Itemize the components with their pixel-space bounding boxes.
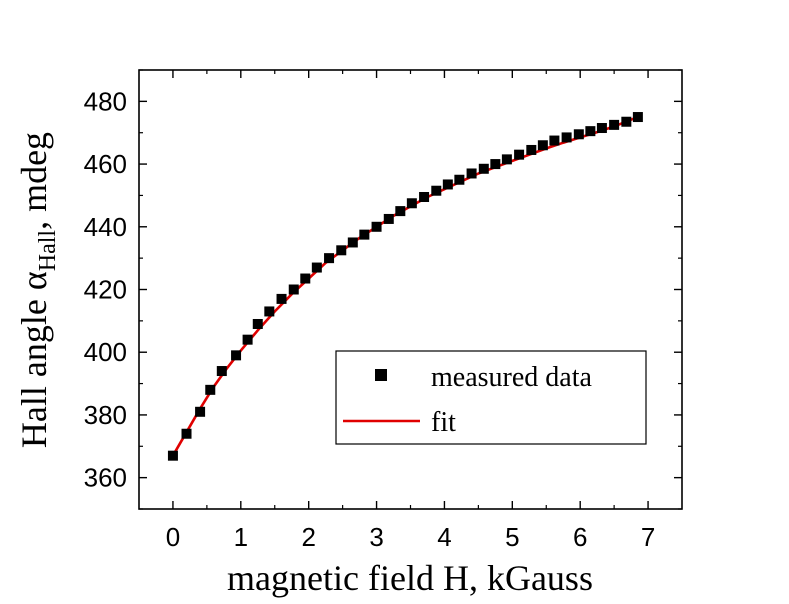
legend: measured data fit: [335, 350, 647, 445]
y-tick-label: 380: [84, 400, 127, 430]
data-point: [231, 350, 242, 361]
data-point: [252, 318, 263, 329]
data-point: [181, 428, 192, 439]
x-tick-label: 2: [301, 522, 315, 552]
data-point: [478, 163, 489, 174]
x-tick-label: 0: [166, 522, 180, 552]
data-point: [276, 293, 287, 304]
axis-ticks: [139, 69, 682, 510]
x-axis-title: magnetic field H, kGauss: [227, 558, 593, 598]
data-point: [501, 154, 512, 165]
y-tick-label: 440: [84, 212, 127, 242]
x-tick-label: 5: [505, 522, 519, 552]
data-point: [195, 406, 206, 417]
y-tick-label: 400: [84, 337, 127, 367]
x-tick-label: 4: [437, 522, 451, 552]
x-tick-label: 7: [641, 522, 655, 552]
data-point: [264, 306, 275, 317]
x-tick-label: 6: [573, 522, 587, 552]
y-tick-label: 480: [84, 86, 127, 116]
data-point: [205, 384, 216, 395]
data-point: [336, 245, 347, 256]
data-point: [596, 123, 607, 134]
data-points: [167, 112, 643, 461]
legend-marker-measured: [375, 369, 387, 381]
data-point: [621, 116, 632, 127]
data-point: [573, 129, 584, 140]
data-point: [431, 185, 442, 196]
legend-label-measured: measured data: [431, 362, 592, 393]
data-point: [324, 253, 335, 264]
y-axis-title-subscript: Hall: [35, 230, 61, 272]
data-point: [242, 334, 253, 345]
y-tick-label: 460: [84, 149, 127, 179]
y-axis-title-suffix: , mdeg: [14, 132, 54, 230]
data-point: [454, 174, 465, 185]
y-axis-title-prefix: Hall angle α: [14, 271, 54, 448]
data-point: [288, 284, 299, 295]
x-tick-label: 3: [369, 522, 383, 552]
data-point: [609, 119, 620, 130]
data-point: [466, 168, 477, 179]
data-point: [585, 126, 596, 137]
y-axis-title: Hall angle αHall, mdeg: [14, 132, 61, 448]
data-point: [526, 144, 537, 155]
data-point: [549, 135, 560, 146]
data-point: [311, 262, 322, 273]
data-point: [632, 112, 643, 123]
data-point: [371, 221, 382, 232]
data-point: [442, 179, 453, 190]
y-tick-label: 420: [84, 275, 127, 305]
data-point: [514, 149, 525, 160]
data-point: [347, 237, 358, 248]
data-point: [395, 206, 406, 217]
data-point: [561, 132, 572, 143]
data-point: [537, 140, 548, 151]
data-point: [359, 229, 370, 240]
legend-label-fit: fit: [431, 407, 456, 438]
data-point: [490, 159, 501, 170]
data-point: [419, 191, 430, 202]
data-point: [300, 273, 311, 284]
data-point: [406, 198, 417, 209]
data-point: [216, 366, 227, 377]
legend-box: [335, 350, 647, 445]
x-tick-label: 1: [234, 522, 248, 552]
data-point: [167, 450, 178, 461]
tick-labels: 0 1 2 3 4 5 6 7 360 380 400 420 440 460 480: [84, 86, 656, 552]
y-tick-label: 360: [84, 463, 127, 493]
data-point: [383, 213, 394, 224]
